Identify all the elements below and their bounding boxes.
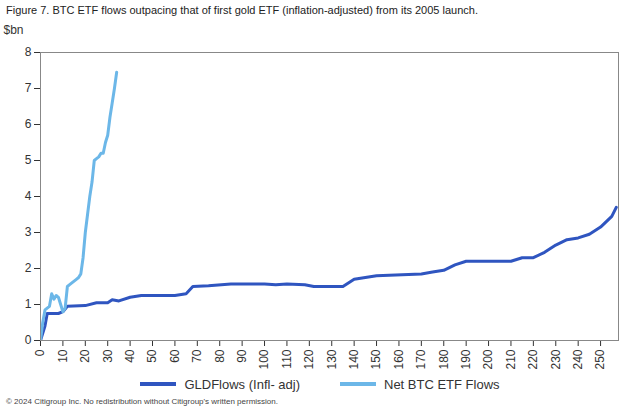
svg-text:180: 180 xyxy=(437,349,451,369)
svg-text:10: 10 xyxy=(56,349,70,363)
svg-text:$bn: $bn xyxy=(4,23,24,37)
svg-text:100: 100 xyxy=(257,349,271,369)
svg-text:80: 80 xyxy=(213,349,227,363)
svg-text:70: 70 xyxy=(190,349,204,363)
svg-text:4: 4 xyxy=(25,189,32,203)
html-text:Net BTC ETF Flows: Net BTC ETF Flows xyxy=(384,376,500,392)
svg-text:0: 0 xyxy=(33,349,47,356)
svg-text:210: 210 xyxy=(504,349,518,369)
svg-text:250: 250 xyxy=(593,349,607,369)
svg-text:30: 30 xyxy=(101,349,115,363)
html-text:Figure 7. BTC ETF flows outpac: Figure 7. BTC ETF flows outpacing that o… xyxy=(6,4,478,16)
svg-text:200: 200 xyxy=(481,349,495,369)
svg-text:170: 170 xyxy=(414,349,428,369)
html-text:© 2024 Citigroup Inc. No redis: © 2024 Citigroup Inc. No redistribution … xyxy=(6,397,278,406)
svg-text:2: 2 xyxy=(25,261,32,275)
svg-text:110: 110 xyxy=(280,349,294,368)
svg-text:50: 50 xyxy=(145,349,159,363)
svg-text:7: 7 xyxy=(25,81,32,95)
svg-text:140: 140 xyxy=(347,349,361,369)
svg-text:0: 0 xyxy=(25,333,32,347)
svg-text:150: 150 xyxy=(369,349,383,369)
svg-text:120: 120 xyxy=(302,349,316,369)
svg-text:6: 6 xyxy=(25,117,32,131)
svg-text:90: 90 xyxy=(235,349,249,363)
svg-text:8: 8 xyxy=(25,45,32,59)
html-text:GLDFlows (Infl- adj): GLDFlows (Infl- adj) xyxy=(184,376,300,392)
svg-text:60: 60 xyxy=(168,349,182,363)
svg-text:240: 240 xyxy=(571,349,585,369)
svg-text:190: 190 xyxy=(459,349,473,369)
svg-text:1: 1 xyxy=(25,297,32,311)
svg-text:3: 3 xyxy=(25,225,32,239)
svg-text:160: 160 xyxy=(392,349,406,369)
svg-text:40: 40 xyxy=(123,349,137,363)
svg-text:230: 230 xyxy=(549,349,563,369)
svg-text:5: 5 xyxy=(25,153,32,167)
svg-text:130: 130 xyxy=(325,349,339,369)
svg-text:20: 20 xyxy=(78,349,92,363)
svg-text:220: 220 xyxy=(526,349,540,369)
